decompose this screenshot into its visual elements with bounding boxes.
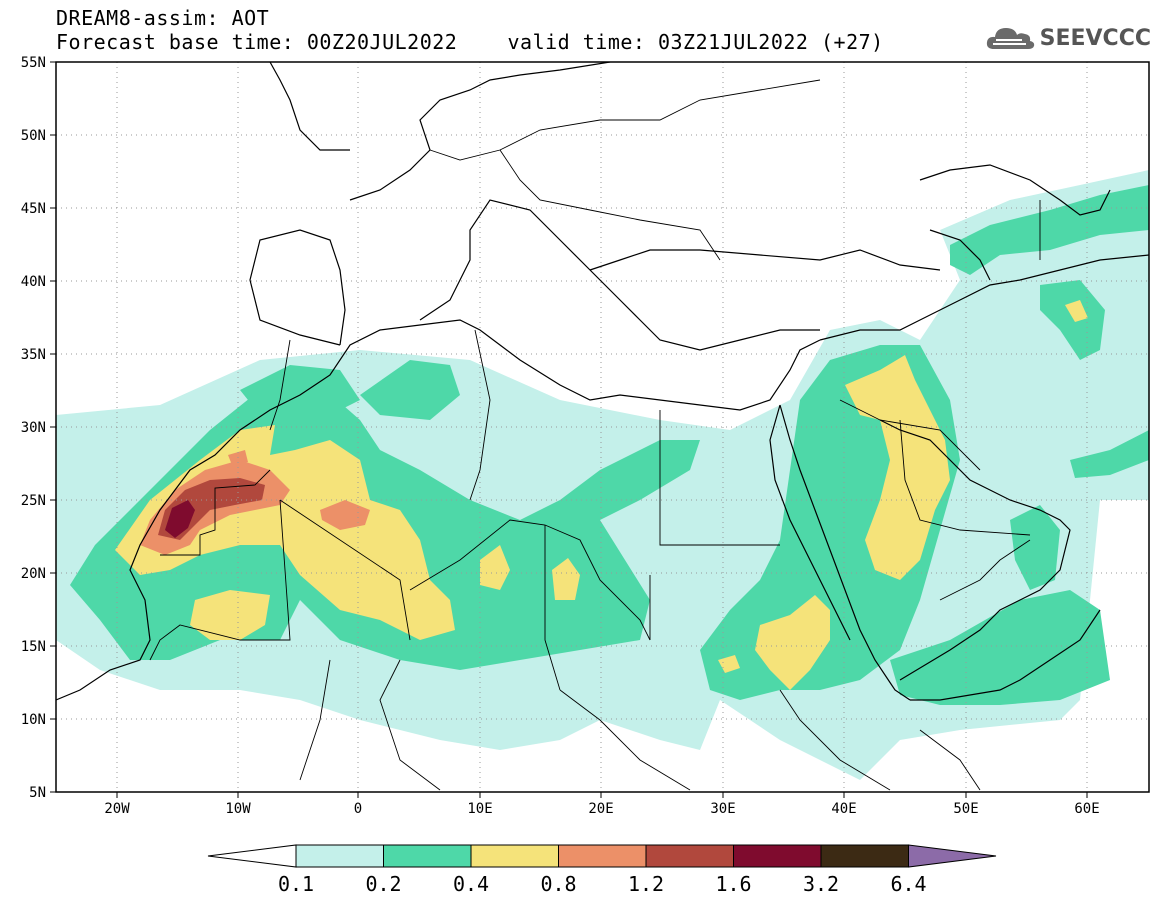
lon-label: 60E <box>1074 801 1099 817</box>
colorbar-tick: 0.4 <box>453 872 489 896</box>
lon-label: 10E <box>467 801 492 817</box>
lat-label: 45N <box>21 201 46 217</box>
lon-label: 30E <box>710 801 735 817</box>
logo-text: SEEVCCC <box>1039 25 1151 51</box>
colorbar-tick: 1.6 <box>715 872 751 896</box>
lon-labels: 20W 10W 0 10E 20E 30E 40E 50E 60E <box>104 801 1099 817</box>
seevccc-logo: SEEVCCC <box>984 22 1151 54</box>
lat-ticks <box>50 61 56 793</box>
map-header: DREAM8-assim: AOT Forecast base time: 00… <box>56 6 884 54</box>
graticule <box>56 62 1149 792</box>
colorbar-tick: 1.2 <box>628 872 664 896</box>
time-info: Forecast base time: 00Z20JUL2022 valid t… <box>56 30 884 54</box>
valid-time: valid time: 03Z21JUL2022 (+27) <box>507 30 884 54</box>
lat-label: 25N <box>21 493 46 509</box>
lat-label: 15N <box>21 639 46 655</box>
colorbar-swatch <box>295 844 384 868</box>
lat-label: 55N <box>21 55 46 71</box>
colorbar-swatch <box>733 844 822 868</box>
lon-ticks <box>116 792 1088 798</box>
lat-label: 20N <box>21 566 46 582</box>
colorbar-tick: 0.1 <box>278 872 314 896</box>
lat-label: 5N <box>29 785 46 801</box>
colorbar-swatch <box>470 844 559 868</box>
colorbar <box>207 844 997 868</box>
colorbar-low-arrow <box>207 844 297 868</box>
colorbar-swatch <box>383 844 472 868</box>
forecast-base-time: Forecast base time: 00Z20JUL2022 <box>56 30 458 54</box>
colorbar-tick: 3.2 <box>803 872 839 896</box>
colorbar-labels: 0.1 0.2 0.4 0.8 1.2 1.6 3.2 6.4 <box>278 872 927 896</box>
lon-label: 0 <box>354 801 362 817</box>
coastlines <box>56 62 1149 701</box>
lat-label: 10N <box>21 712 46 728</box>
colorbar-swatch <box>558 844 647 868</box>
colorbar-tick: 0.8 <box>540 872 576 896</box>
map-title: DREAM8-assim: AOT <box>56 6 270 30</box>
lon-label: 10W <box>225 801 251 817</box>
lon-label: 20E <box>588 801 613 817</box>
colorbar-swatch <box>645 844 734 868</box>
lat-label: 30N <box>21 420 46 436</box>
cloud-icon <box>986 28 1034 49</box>
colorbar-tick: 6.4 <box>890 872 926 896</box>
lat-label: 50N <box>21 128 46 144</box>
colorbar-high-arrow <box>908 844 997 868</box>
colorbar-swatch <box>820 844 909 868</box>
colorbar-tick: 0.2 <box>365 872 401 896</box>
lon-label: 50E <box>953 801 978 817</box>
lat-label: 35N <box>21 347 46 363</box>
aot-field <box>56 170 1149 780</box>
lat-label: 40N <box>21 274 46 290</box>
aot-level-1.6 <box>165 500 195 538</box>
country-borders <box>149 79 1041 791</box>
lon-label: 20W <box>104 801 130 817</box>
lon-label: 40E <box>831 801 856 817</box>
lat-labels: 55N 50N 45N 40N 35N 30N 25N 20N 15N 10N … <box>21 55 46 801</box>
